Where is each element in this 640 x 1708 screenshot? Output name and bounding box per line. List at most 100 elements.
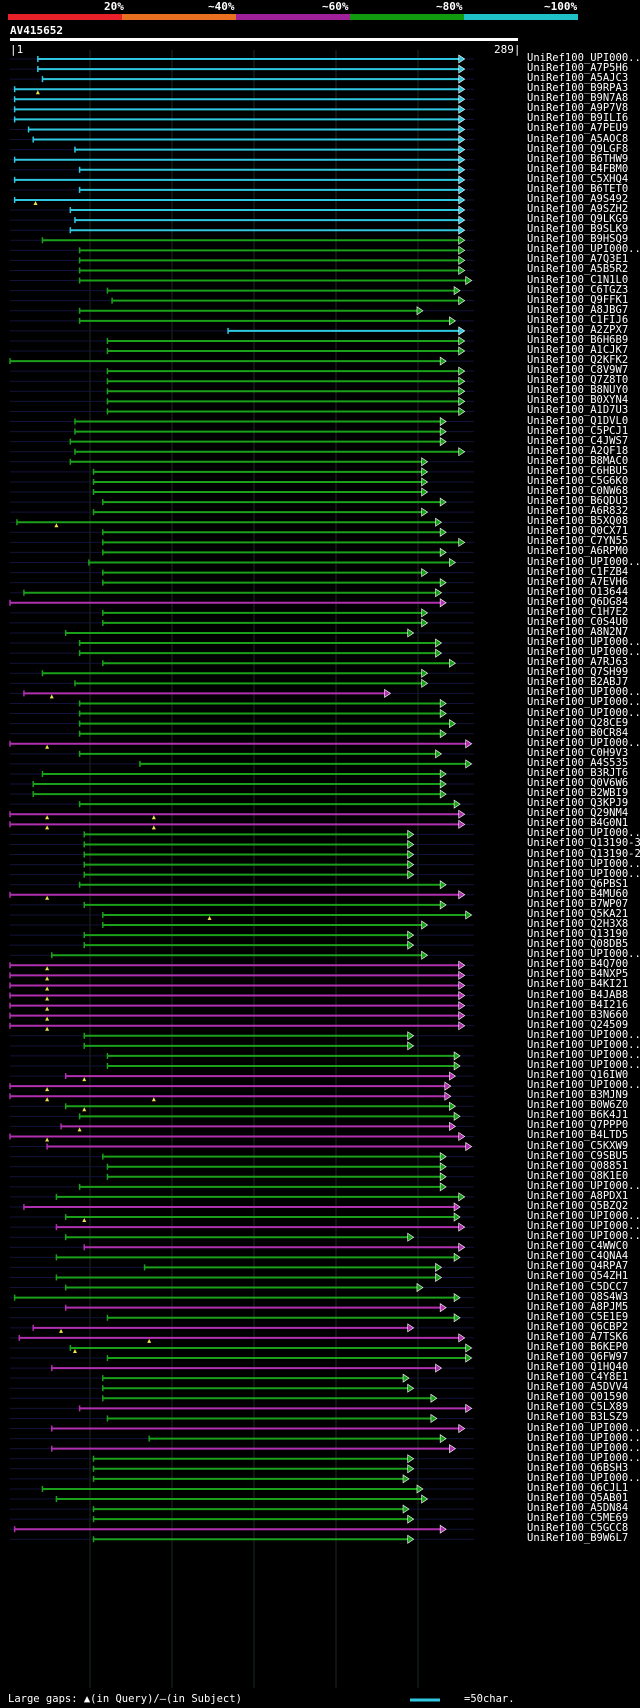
hit-label[interactable]: UniRef100_Q08851 bbox=[527, 1159, 629, 1172]
hit-label[interactable]: UniRef100_B7WP07 bbox=[527, 897, 629, 910]
hit-label[interactable]: UniRef100_A9S492 bbox=[527, 192, 629, 205]
hit-label[interactable]: UniRef100_UPI000.. bbox=[527, 696, 640, 709]
hit-label[interactable]: UniRef100_O13644 bbox=[527, 585, 629, 598]
hit-label[interactable]: UniRef100_C1N1L0 bbox=[527, 273, 629, 286]
hit-label[interactable]: UniRef100_UPI000.. bbox=[527, 646, 640, 659]
hit-label[interactable]: UniRef100_A5DN84 bbox=[527, 1502, 629, 1515]
hit-label[interactable]: UniRef100_UPI000.. bbox=[527, 867, 640, 880]
hit-label[interactable]: UniRef100_Q9FFK1 bbox=[527, 293, 629, 306]
hit-label[interactable]: UniRef100_B4FBM0 bbox=[527, 162, 629, 175]
hit-label[interactable]: UniRef100_A6R832 bbox=[527, 505, 629, 518]
hit-label[interactable]: UniRef100_UPI000.. bbox=[527, 1220, 640, 1233]
hit-label[interactable]: UniRef100_UPI000.. bbox=[527, 857, 640, 870]
hit-label[interactable]: UniRef100_Q16IW0 bbox=[527, 1069, 629, 1082]
hit-label[interactable]: UniRef100_A7PEU9 bbox=[527, 122, 629, 135]
hit-label[interactable]: UniRef100_Q3KPJ9 bbox=[527, 797, 629, 810]
hit-label[interactable]: UniRef100_Q1HQ40 bbox=[527, 1361, 629, 1374]
hit-label[interactable]: UniRef100_A4S535 bbox=[527, 756, 629, 769]
hit-label[interactable]: UniRef100_C5E1E9 bbox=[527, 1310, 629, 1323]
hit-label[interactable]: UniRef100_Q13190-2 bbox=[527, 847, 640, 860]
hit-label[interactable]: UniRef100_C7YN55 bbox=[527, 535, 629, 548]
hit-label[interactable]: UniRef100_UPI000.. bbox=[527, 948, 640, 961]
hit-label[interactable]: UniRef100_UPI000.. bbox=[527, 1421, 640, 1434]
hit-label[interactable]: UniRef100_C4QNA4 bbox=[527, 1250, 629, 1263]
hit-label[interactable]: UniRef100_A5B5R2 bbox=[527, 263, 629, 276]
hit-label[interactable]: UniRef100_A7P5H6 bbox=[527, 62, 629, 75]
hit-label[interactable]: UniRef100_C5KXW9 bbox=[527, 1139, 629, 1152]
hit-label[interactable]: UniRef100_B4KI21 bbox=[527, 978, 629, 991]
hit-label[interactable]: UniRef100_B0CR84 bbox=[527, 726, 629, 739]
hit-label[interactable]: UniRef100_C4WWC0 bbox=[527, 1240, 629, 1253]
hit-label[interactable]: UniRef100_B9W6L7 bbox=[527, 1532, 629, 1545]
hit-label[interactable]: UniRef100_C0S4U0 bbox=[527, 615, 629, 628]
hit-label[interactable]: UniRef100_B4I216 bbox=[527, 998, 629, 1011]
hit-label[interactable]: UniRef100_UPI000.. bbox=[527, 1028, 640, 1041]
hit-label[interactable]: UniRef100_Q5BZQ2 bbox=[527, 1199, 629, 1212]
hit-label[interactable]: UniRef100_Q7PPP0 bbox=[527, 1119, 629, 1132]
hit-label[interactable]: UniRef100_Q8K1E0 bbox=[527, 1169, 629, 1182]
hit-label[interactable]: UniRef100_UPI000.. bbox=[527, 1431, 640, 1444]
hit-label[interactable]: UniRef100_Q6CBP2 bbox=[527, 1320, 629, 1333]
hit-label[interactable]: UniRef100_B5XQ08 bbox=[527, 515, 629, 528]
hit-label[interactable]: UniRef100_B2ABJ7 bbox=[527, 676, 629, 689]
hit-label[interactable]: UniRef100_B6K4J1 bbox=[527, 1109, 629, 1122]
hit-label[interactable]: UniRef100_Q6PBS1 bbox=[527, 877, 629, 890]
hit-label[interactable]: UniRef100_B8NUY0 bbox=[527, 384, 629, 397]
hit-label[interactable]: UniRef100_A1D7U3 bbox=[527, 404, 629, 417]
hit-label[interactable]: UniRef100_UPI000.. bbox=[527, 686, 640, 699]
hit-label[interactable]: UniRef100_UPI000.. bbox=[527, 555, 640, 568]
hit-label[interactable]: UniRef100_A6RPM0 bbox=[527, 545, 629, 558]
hit-label[interactable]: UniRef100_Q01590 bbox=[527, 1391, 629, 1404]
hit-label[interactable]: UniRef100_A8JBG7 bbox=[527, 303, 629, 316]
hit-label[interactable]: UniRef100_C4Y8E1 bbox=[527, 1371, 629, 1384]
hit-label[interactable]: UniRef100_UPI000.. bbox=[527, 1441, 640, 1454]
hit-label[interactable]: UniRef100_C5GCC8 bbox=[527, 1522, 629, 1535]
hit-label[interactable]: UniRef100_A5DVV4 bbox=[527, 1381, 629, 1394]
hit-label[interactable]: UniRef100_B6TET0 bbox=[527, 182, 629, 195]
hit-label[interactable]: UniRef100_B6THW9 bbox=[527, 152, 629, 165]
hit-label[interactable]: UniRef100_C5G6K0 bbox=[527, 474, 629, 487]
hit-label[interactable]: UniRef100_Q6DG84 bbox=[527, 595, 629, 608]
hit-label[interactable]: UniRef100_B4G0N1 bbox=[527, 817, 629, 830]
hit-label[interactable]: UniRef100_Q4RPA7 bbox=[527, 1260, 629, 1273]
hit-label[interactable]: UniRef100_B3MJN9 bbox=[527, 1089, 629, 1102]
hit-label[interactable]: UniRef100_Q1DVL0 bbox=[527, 414, 629, 427]
hit-label[interactable]: UniRef100_C9SBU5 bbox=[527, 1149, 629, 1162]
hit-label[interactable]: UniRef100_Q08DB5 bbox=[527, 938, 629, 951]
hit-label[interactable]: UniRef100_UPI000.. bbox=[527, 1048, 640, 1061]
hit-label[interactable]: UniRef100_B3N660 bbox=[527, 1008, 629, 1021]
hit-label[interactable]: UniRef100_UPI000.. bbox=[527, 1210, 640, 1223]
hit-label[interactable]: UniRef100_B4MU60 bbox=[527, 887, 629, 900]
hit-label[interactable]: UniRef100_Q7Z8T0 bbox=[527, 374, 629, 387]
hit-label[interactable]: UniRef100_A5AJC3 bbox=[527, 72, 629, 85]
hit-label[interactable]: UniRef100_Q2H3X8 bbox=[527, 918, 629, 931]
hit-label[interactable]: UniRef100_B0XYN4 bbox=[527, 394, 629, 407]
hit-label[interactable]: UniRef100_Q54ZH1 bbox=[527, 1270, 629, 1283]
hit-label[interactable]: UniRef100_Q5AB01 bbox=[527, 1492, 629, 1504]
hit-label[interactable]: UniRef100_UPI000.. bbox=[527, 736, 640, 749]
hit-label[interactable]: UniRef100_C5PCJ1 bbox=[527, 424, 629, 437]
hit-label[interactable]: UniRef100_A9SZH2 bbox=[527, 203, 629, 216]
hit-label[interactable]: UniRef100_B6QDU3 bbox=[527, 495, 629, 508]
hit-label[interactable]: UniRef100_C8V9W7 bbox=[527, 364, 629, 377]
hit-label[interactable]: UniRef100_Q7SH99 bbox=[527, 666, 629, 679]
hit-label[interactable]: UniRef100_UPI000.. bbox=[527, 1451, 640, 1464]
hit-label[interactable]: UniRef100_A5AOC8 bbox=[527, 132, 629, 145]
hit-label[interactable]: UniRef100_Q13190 bbox=[527, 928, 629, 941]
hit-label[interactable]: UniRef100_C5XHQ4 bbox=[527, 172, 629, 185]
hit-label[interactable]: UniRef100_Q24509 bbox=[527, 1018, 629, 1031]
hit-label[interactable]: UniRef100_A8N2N7 bbox=[527, 625, 629, 638]
hit-label[interactable]: UniRef100_Q0CX71 bbox=[527, 525, 629, 538]
hit-label[interactable]: UniRef100_UPI000.. bbox=[527, 706, 640, 719]
hit-label[interactable]: UniRef100_Q0V6W6 bbox=[527, 777, 629, 790]
hit-label[interactable]: UniRef100_Q28CE9 bbox=[527, 716, 629, 729]
hit-label[interactable]: UniRef100_UPI000.. bbox=[527, 1059, 640, 1071]
hit-label[interactable]: UniRef100_A7EVH6 bbox=[527, 575, 629, 588]
hit-label[interactable]: UniRef100_UPI000.. bbox=[527, 1038, 640, 1051]
hit-label[interactable]: UniRef100_A7Q3E1 bbox=[527, 253, 629, 266]
hit-label[interactable]: UniRef100_B4NXP5 bbox=[527, 968, 629, 981]
hit-label[interactable]: UniRef100_C1FZB4 bbox=[527, 565, 629, 578]
hit-label[interactable]: UniRef100_Q9LGF8 bbox=[527, 142, 629, 155]
hit-label[interactable]: UniRef100_B3LSZ9 bbox=[527, 1411, 629, 1424]
hit-label[interactable]: UniRef100_UPI000.. bbox=[527, 1179, 640, 1192]
